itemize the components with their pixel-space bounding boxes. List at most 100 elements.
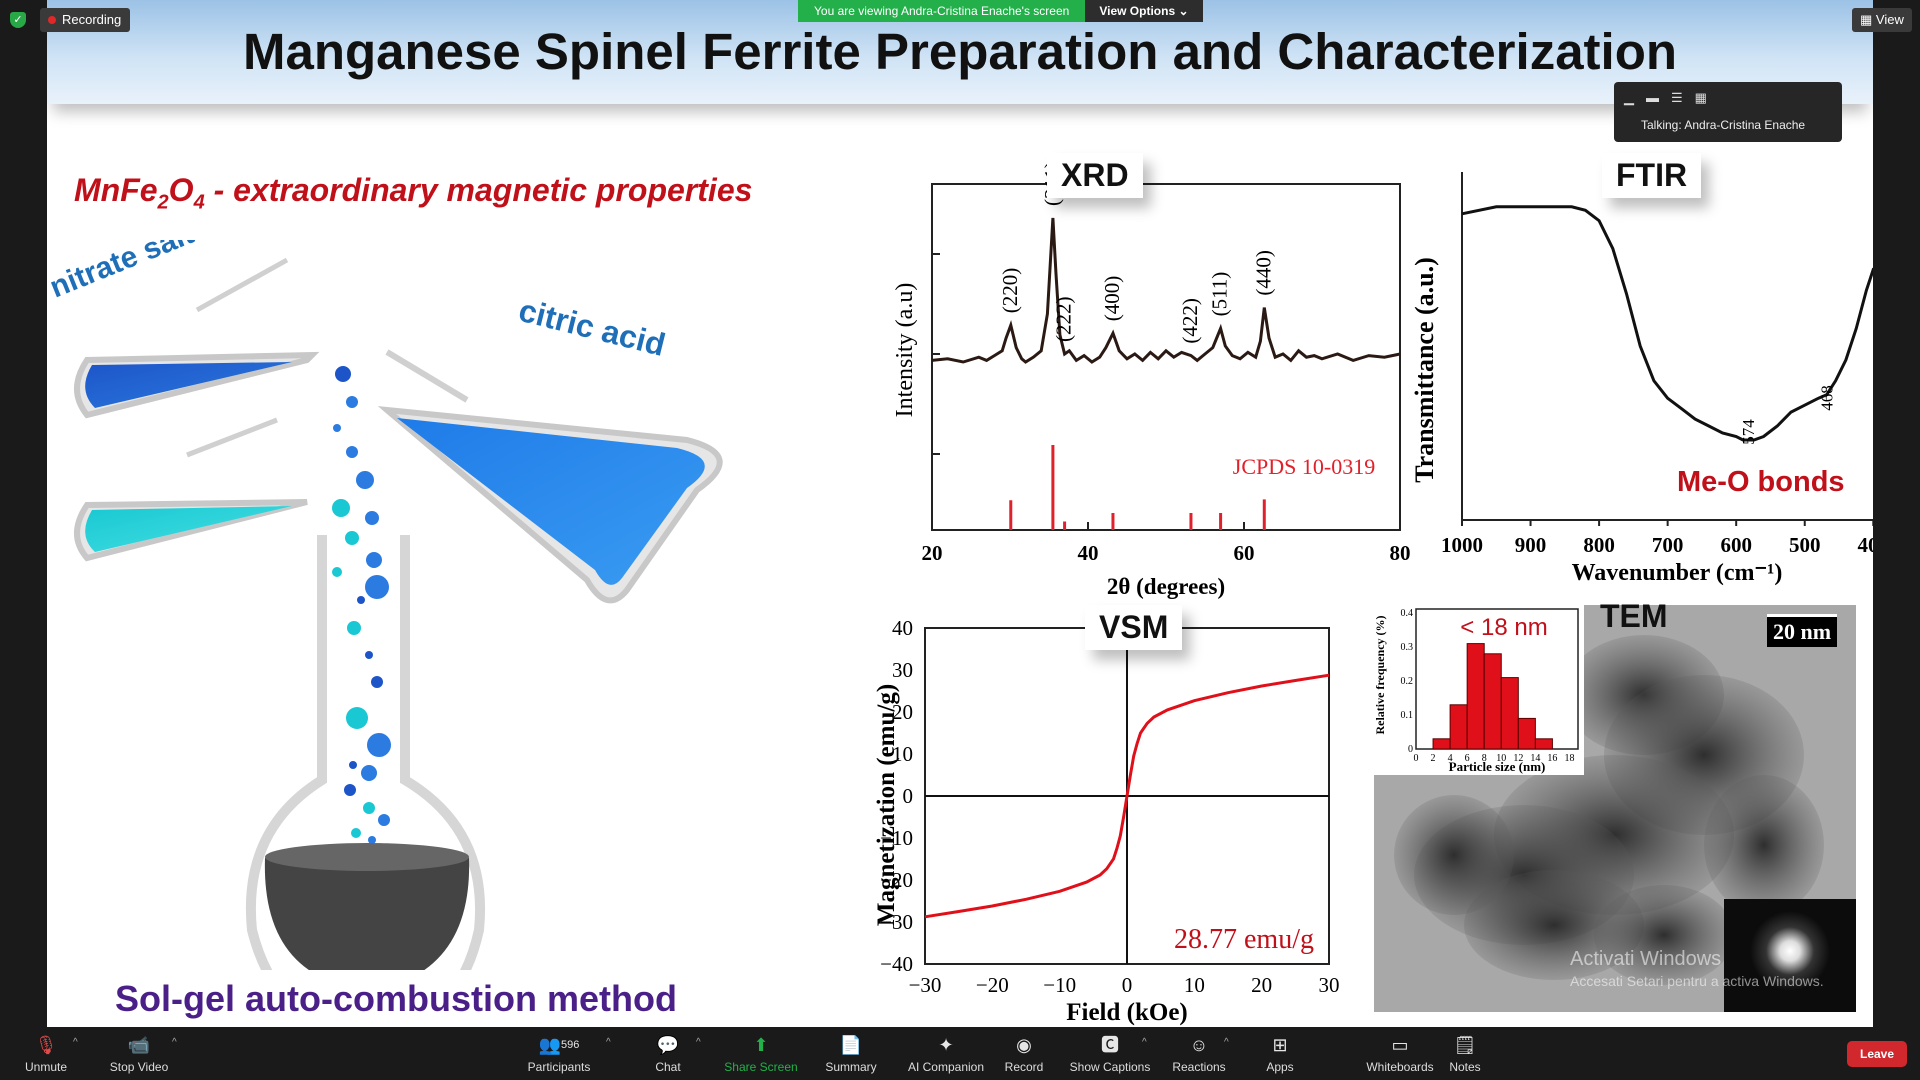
chat-button[interactable]: 💬 Chat xyxy=(648,1027,688,1080)
captions-options-caret[interactable]: ^ xyxy=(1142,1037,1147,1048)
vsm-xtick-label: −10 xyxy=(1043,973,1076,997)
flask-citric xyxy=(377,349,723,604)
histogram-xtick-label: 4 xyxy=(1448,753,1453,764)
xrd-pattern-line xyxy=(931,217,1401,364)
show-captions-button[interactable]: 🅲 Show Captions xyxy=(1069,1035,1151,1074)
histogram-bar xyxy=(1500,677,1519,750)
histogram-ytick-label: 0.2 xyxy=(1401,676,1414,687)
grid-icon: ▦ xyxy=(1860,12,1873,27)
view-button[interactable]: ▦ View xyxy=(1852,8,1912,32)
ftir-chart: Transmittance (a.u.) Wavenumber (cm⁻¹) 1… xyxy=(1410,172,1873,586)
histogram-bar xyxy=(1483,653,1502,750)
windows-activation-hint: Accesati Setari pentru a activa Windows. xyxy=(1570,973,1824,989)
layout-icons[interactable]: ▁▬☰▦ xyxy=(1624,90,1719,105)
notes-icon: 🗒 xyxy=(1453,1035,1477,1055)
speaker-panel: ▁▬☰▦ Talking: Andra-Cristina Enache xyxy=(1614,82,1842,142)
leave-button[interactable]: Leave xyxy=(1847,1041,1907,1067)
chat-options-caret[interactable]: ^ xyxy=(696,1037,701,1048)
xrd-xtick-label: 60 xyxy=(1234,541,1255,565)
ftir-annotation-574: 574 xyxy=(1739,419,1758,445)
vsm-panel-label: VSM xyxy=(1085,605,1183,650)
histogram-xtick-label: 10 xyxy=(1496,753,1506,764)
vsm-xtick-label: 30 xyxy=(1319,973,1340,997)
meeting-toolbar: 🎙 Unmute ^ 📹 Stop Video ^ 👥596 Participa… xyxy=(0,1027,1920,1080)
summary-button[interactable]: 📄 Summary xyxy=(818,1027,884,1080)
record-button[interactable]: ◉ Record xyxy=(1000,1027,1048,1080)
smiley-icon: ☺ xyxy=(1189,1035,1209,1055)
saed-pattern xyxy=(1724,899,1856,1012)
vsm-xtick-label: −20 xyxy=(976,973,1009,997)
participants-options-caret[interactable]: ^ xyxy=(606,1037,611,1048)
ftir-xtick-label: 800 xyxy=(1583,533,1615,557)
xrd-peak-label: (422) xyxy=(1178,298,1202,344)
xrd-panel-label: XRD xyxy=(1047,153,1143,198)
chat-bubble-icon: 💬 xyxy=(656,1035,680,1055)
recording-indicator[interactable]: Recording xyxy=(40,8,131,32)
particle-size-label: < 18 nm xyxy=(1460,614,1547,641)
whiteboard-icon: ▭ xyxy=(1391,1035,1409,1055)
histogram-bar xyxy=(1534,738,1553,750)
sparkle-icon: ✦ xyxy=(938,1035,954,1055)
vsm-xtick-label: 20 xyxy=(1251,973,1272,997)
vsm-ytick-label: −30 xyxy=(880,910,913,934)
histogram-bar xyxy=(1466,643,1485,750)
unmute-button[interactable]: 🎙 Unmute xyxy=(18,1027,74,1080)
xrd-peak-label: (511) xyxy=(1208,272,1232,317)
histogram-xlabel: Particle size (nm) xyxy=(1449,759,1546,774)
histogram-ytick-label: 0.1 xyxy=(1401,710,1414,721)
shared-slide: Manganese Spinel Ferrite Preparation and… xyxy=(47,0,1873,1027)
share-screen-button[interactable]: ⬆ Share Screen xyxy=(722,1027,800,1080)
histogram-xtick-label: 14 xyxy=(1530,753,1540,764)
participants-button[interactable]: 👥596 Participants xyxy=(527,1035,591,1074)
notes-button[interactable]: 🗒 Notes xyxy=(1449,1035,1481,1074)
xrd-ylabel: Intensity (a.u) xyxy=(892,283,918,418)
muted-microphone-icon: 🎙 xyxy=(34,1035,58,1055)
vsm-ytick-label: 0 xyxy=(903,784,914,808)
histogram-xtick-label: 16 xyxy=(1547,753,1557,764)
vsm-ytick-label: 20 xyxy=(892,700,913,724)
xrd-chart: Intensity (a.u) 2θ (degrees) JCPDS 10-03… xyxy=(892,161,1411,599)
droplets xyxy=(332,366,391,844)
xrd-xtick-label: 40 xyxy=(1078,541,1099,565)
reactions-button[interactable]: ☺ Reactions xyxy=(1168,1027,1230,1080)
ftir-annotation-468: 468 xyxy=(1818,385,1837,411)
histogram-ytick-label: 0 xyxy=(1408,744,1413,755)
histogram-panel: Relative frequency (%) Particle size (nm… xyxy=(1373,605,1584,775)
ftir-xtick-label: 1000 xyxy=(1441,533,1483,557)
vsm-ytick-label: 40 xyxy=(892,616,913,640)
apps-icon: ⊞ xyxy=(1272,1035,1288,1055)
method-label: Sol-gel auto-combustion method xyxy=(115,978,677,1019)
histogram-xtick-label: 12 xyxy=(1513,753,1523,764)
vsm-saturation-label: 28.77 emu/g xyxy=(1174,924,1314,955)
ftir-xtick-label: 900 xyxy=(1515,533,1547,557)
xrd-peak-label: (440) xyxy=(1251,250,1275,296)
tem-panel-label: TEM xyxy=(1600,598,1668,634)
ftir-xlabel: Wavenumber (cm⁻¹) xyxy=(1572,560,1783,586)
video-camera-icon: 📹 xyxy=(127,1035,151,1055)
slide-title: Manganese Spinel Ferrite Preparation and… xyxy=(242,23,1678,80)
view-options-button[interactable]: View Options ⌄ xyxy=(1085,0,1203,22)
audio-options-caret[interactable]: ^ xyxy=(73,1037,78,1048)
shield-icon[interactable]: ✓ xyxy=(10,12,26,28)
me-o-bonds-label: Me-O bonds xyxy=(1677,466,1845,498)
vsm-xtick-label: 0 xyxy=(1122,973,1133,997)
xrd-peak-label: (220) xyxy=(998,268,1022,314)
vsm-ylabel: Magnetization (emu/g) xyxy=(873,684,900,926)
xrd-peak-label: (400) xyxy=(1100,276,1124,322)
stop-video-button[interactable]: 📹 Stop Video xyxy=(104,1027,174,1080)
reactions-options-caret[interactable]: ^ xyxy=(1224,1037,1229,1048)
xrd-peak-label: (222) xyxy=(1052,297,1076,343)
video-options-caret[interactable]: ^ xyxy=(172,1037,177,1048)
histogram-xtick-label: 0 xyxy=(1414,753,1419,764)
ai-companion-button[interactable]: ✦ AI Companion xyxy=(896,1027,996,1080)
ftir-xtick-label: 400 xyxy=(1858,533,1873,557)
histogram-xtick-label: 6 xyxy=(1465,753,1470,764)
whiteboards-button[interactable]: ▭ Whiteboards xyxy=(1360,1027,1440,1080)
ftir-xtick-label: 700 xyxy=(1652,533,1684,557)
viewing-screen-text: You are viewing Andra-Cristina Enache's … xyxy=(798,0,1086,22)
tem-scale-bar: 20 nm xyxy=(1767,614,1838,647)
apps-button[interactable]: ⊞ Apps xyxy=(1260,1027,1300,1080)
histogram-ytick-label: 0.4 xyxy=(1401,608,1414,619)
screen-share-banner: You are viewing Andra-Cristina Enache's … xyxy=(798,0,1203,22)
ftir-xtick-label: 600 xyxy=(1720,533,1752,557)
